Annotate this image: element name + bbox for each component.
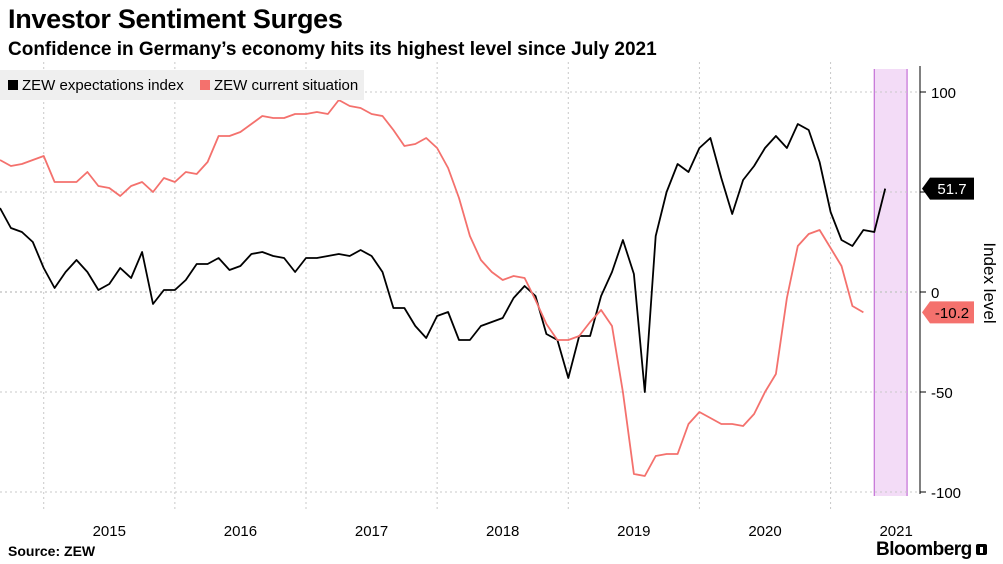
legend-label-current: ZEW current situation <box>214 77 358 94</box>
y-axis: 100500-50-100 <box>919 66 961 502</box>
legend-background <box>0 70 364 100</box>
x-tick-label: 2021 <box>879 523 912 540</box>
y-tick-label: 100 <box>931 85 956 102</box>
bloomberg-mark-icon <box>975 544 987 555</box>
highlight-period-layer <box>873 69 908 496</box>
grid-layer <box>0 62 918 512</box>
end-label-badge-current <box>922 301 974 324</box>
x-tick-label: 2016 <box>224 523 257 540</box>
chart-title: Investor Sentiment Surges <box>8 4 343 34</box>
end-label-expectations: 51.7 <box>937 181 966 198</box>
end-label-badge-expectations <box>922 177 974 200</box>
end-label-current: -10.2 <box>935 305 969 322</box>
series-layer <box>0 99 887 477</box>
x-axis: 2015 2016 2017 2018 2019 2020 2021 <box>93 523 913 540</box>
series-expectations-line <box>0 123 887 393</box>
chart-subtitle: Confidence in Germany’s economy hits its… <box>8 39 657 60</box>
x-tick-label: 2015 <box>93 523 126 540</box>
legend: ZEW expectations index ZEW current situa… <box>0 70 364 100</box>
end-labels: 51.7 -10.2 <box>922 177 974 324</box>
highlight-period <box>874 69 908 496</box>
y-tick-label: 0 <box>931 285 939 302</box>
y-axis-label: Index level <box>980 242 999 323</box>
legend-label-expectations: ZEW expectations index <box>22 77 184 94</box>
y-tick-label: -100 <box>931 485 961 502</box>
series-current-line <box>0 99 864 477</box>
x-tick-label: 2020 <box>748 523 781 540</box>
x-tick-label: 2017 <box>355 523 388 540</box>
brand-name: Bloomberg <box>876 539 972 560</box>
x-tick-label: 2018 <box>486 523 519 540</box>
legend-swatch-current <box>200 80 210 90</box>
brand-logo: Bloomberg <box>876 539 987 561</box>
legend-swatch-expectations <box>8 80 18 90</box>
x-tick-label: 2019 <box>617 523 650 540</box>
source-note: Source: ZEW <box>8 543 96 559</box>
y-tick-label: -50 <box>931 385 953 402</box>
